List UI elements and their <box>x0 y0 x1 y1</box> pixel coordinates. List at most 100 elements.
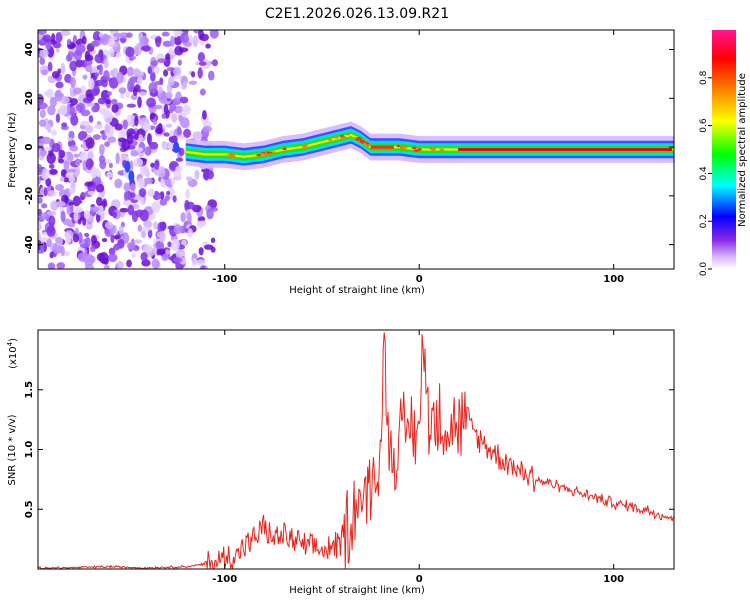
noise-blob <box>38 221 42 232</box>
noise-blob <box>116 71 124 84</box>
noise-blob <box>147 132 152 145</box>
snr-y-ticks: 0.5 1.0 1.5 <box>24 381 674 518</box>
noise-blob <box>197 51 206 63</box>
noise-blob <box>139 197 145 206</box>
ridge-peak-speck <box>364 144 371 147</box>
noise-blob <box>188 80 198 85</box>
colorbar-tick-label: 0.4 <box>699 166 709 181</box>
ridge-peak-speck <box>327 138 333 141</box>
noise-blob <box>92 30 102 42</box>
noise-blob <box>163 69 169 77</box>
noise-blob <box>106 91 112 96</box>
ridge-peak-speck <box>226 154 233 157</box>
noise-blob <box>194 169 200 180</box>
noise-blob <box>125 91 131 99</box>
spectrogram-frame <box>37 29 675 270</box>
noise-blob <box>156 58 167 63</box>
noise-blob <box>181 239 187 246</box>
noise-blob <box>69 106 76 117</box>
ridge-peak-speck <box>396 144 401 148</box>
noise-blob <box>60 245 65 257</box>
noise-blob <box>179 117 190 129</box>
noise-blob <box>141 226 151 232</box>
noise-blob <box>153 120 158 126</box>
noise-blob <box>167 241 172 248</box>
noise-blob <box>70 76 77 88</box>
noise-blob <box>114 123 123 131</box>
noise-blob <box>38 164 43 176</box>
noise-blob <box>38 138 44 151</box>
noise-blob <box>130 183 136 192</box>
colorbar-tick-label: 0.8 <box>699 70 709 85</box>
noise-blob <box>150 60 159 67</box>
noise-blob <box>167 76 175 87</box>
ridge-peak-speck <box>357 137 362 141</box>
noise-blob <box>108 48 115 58</box>
noise-blob-strong <box>173 141 180 154</box>
noise-blob <box>126 114 136 127</box>
noise-blob <box>133 158 144 168</box>
noise-blob <box>108 247 116 256</box>
noise-blob <box>146 97 157 108</box>
ridge-peak-speck <box>302 146 307 149</box>
noise-blob <box>39 109 46 119</box>
noise-blob <box>126 80 135 93</box>
noise-blob <box>60 30 71 36</box>
noise-blob <box>82 74 88 80</box>
noise-blob <box>84 63 93 73</box>
noise-blob <box>195 259 206 266</box>
noise-blob <box>59 104 68 116</box>
ridge-peak-speck <box>231 155 235 158</box>
noise-blob <box>77 231 83 244</box>
noise-blob <box>126 241 136 250</box>
noise-blob <box>46 123 52 134</box>
noise-blob <box>46 238 52 248</box>
noise-blob <box>156 231 165 239</box>
noise-blob <box>55 113 61 123</box>
noise-blob <box>38 231 41 242</box>
noise-blob <box>104 141 111 147</box>
ridge-peak-speck <box>333 136 339 139</box>
noise-blob <box>173 105 184 114</box>
noise-blob <box>110 98 118 105</box>
noise-blob <box>198 247 204 256</box>
snr-y-label: SNR (10 * v/v) <box>7 414 18 485</box>
noise-blob <box>116 260 124 269</box>
noise-blob <box>140 45 151 52</box>
noise-blob <box>81 253 92 263</box>
noise-blob <box>106 171 113 178</box>
noise-blob <box>200 265 206 269</box>
noise-blob <box>162 40 173 47</box>
colorbar-tick-label: 0.6 <box>699 118 709 133</box>
noise-blob <box>186 176 193 182</box>
noise-blob <box>199 88 206 96</box>
ridge-peak-speck <box>400 146 405 150</box>
noise-blob <box>38 30 47 35</box>
ridge-peak-speck <box>346 133 350 136</box>
noise-blob <box>126 32 133 39</box>
noise-blob <box>108 77 119 89</box>
noise-blob <box>87 102 95 107</box>
noise-blob <box>110 234 115 243</box>
noise-blob <box>148 82 158 94</box>
noise-blob <box>166 67 175 72</box>
noise-blob <box>90 234 97 245</box>
noise-blob <box>161 113 167 120</box>
noise-blob <box>158 166 166 178</box>
noise-blob <box>69 145 79 152</box>
noise-blob <box>65 232 71 243</box>
noise-blob <box>47 262 56 269</box>
noise-blob <box>104 221 113 230</box>
noise-blob <box>138 91 147 97</box>
noise-blob <box>98 64 103 76</box>
figure-title: C2E1.2026.026.13.09.R21 <box>265 6 449 22</box>
noise-blob <box>59 95 70 105</box>
ridge-peak-speck <box>266 151 271 154</box>
spectrogram-x-tick-label: 100 <box>603 274 624 285</box>
noise-blob <box>165 123 173 128</box>
noise-blob <box>113 244 121 251</box>
noise-blob <box>111 103 119 114</box>
noise-blob <box>41 69 48 76</box>
noise-blob <box>48 163 55 169</box>
noise-blob <box>143 220 152 229</box>
